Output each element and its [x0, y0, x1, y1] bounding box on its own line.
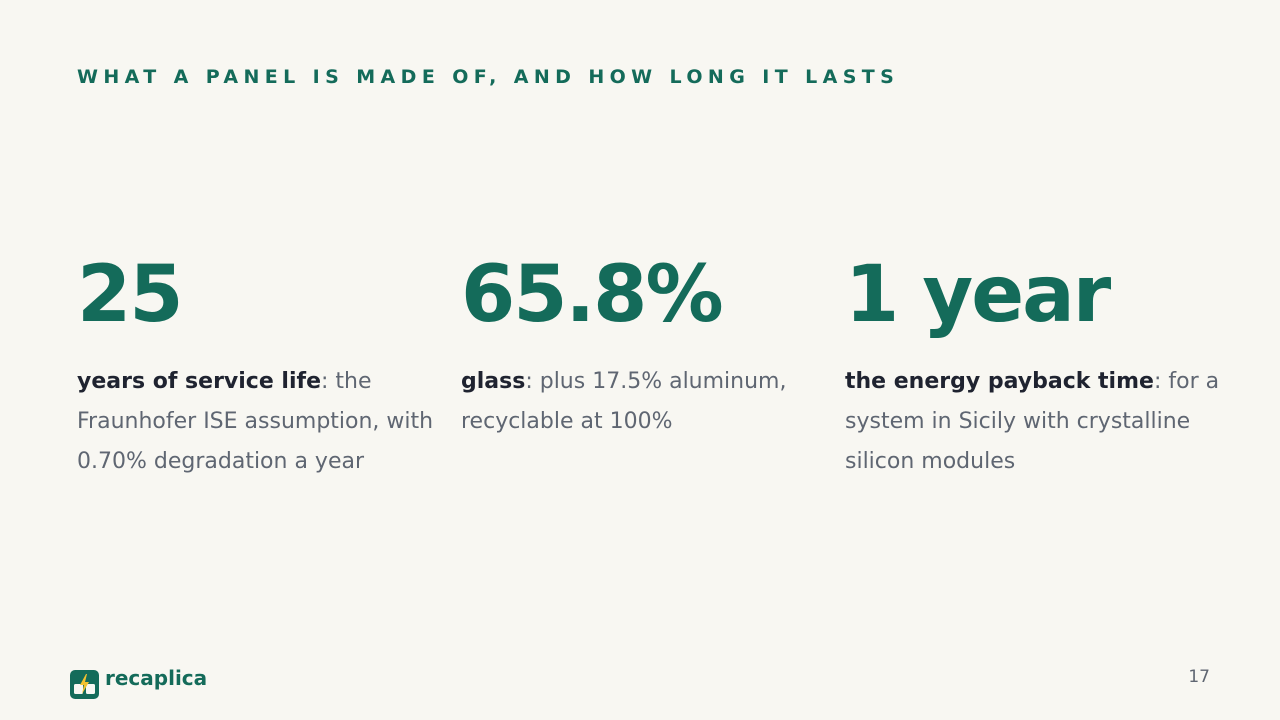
stat-description: glass: plus 17.5% aluminum, recyclable a…: [461, 362, 836, 442]
stat-description: the energy payback time: for a system in…: [845, 362, 1220, 482]
stat-label-bold: years of service life: [77, 369, 321, 394]
stat-value: 25: [77, 250, 184, 340]
stat-label: : the Fraunhofer ISE assumption, with 0.…: [77, 369, 434, 474]
stat-value: 65.8%: [461, 250, 724, 340]
brand-logo: [70, 670, 99, 699]
stat-label: : for a system in Sicily with crystallin…: [845, 369, 1220, 474]
stat-label: : plus 17.5% aluminum, recyclable at 100…: [461, 369, 787, 434]
page-number: 17: [1188, 667, 1210, 687]
stat-value: 1 year: [845, 250, 1111, 340]
stat-label-bold: the energy payback time: [845, 369, 1154, 394]
brand-name: recaplica: [105, 665, 208, 690]
stat: 65.8% glass: plus 17.5% aluminum, recycl…: [461, 250, 836, 442]
slide-title: WHAT A PANEL IS MADE OF, AND HOW LONG IT…: [77, 66, 900, 88]
stat-description: years of service life: the Fraunhofer IS…: [77, 362, 452, 482]
brand: recaplica: [70, 666, 207, 699]
stat-label-bold: glass: [461, 369, 526, 394]
stat: 25 years of service life: the Fraunhofer…: [77, 250, 452, 482]
stat: 1 year the energy payback time: for a sy…: [845, 250, 1220, 482]
